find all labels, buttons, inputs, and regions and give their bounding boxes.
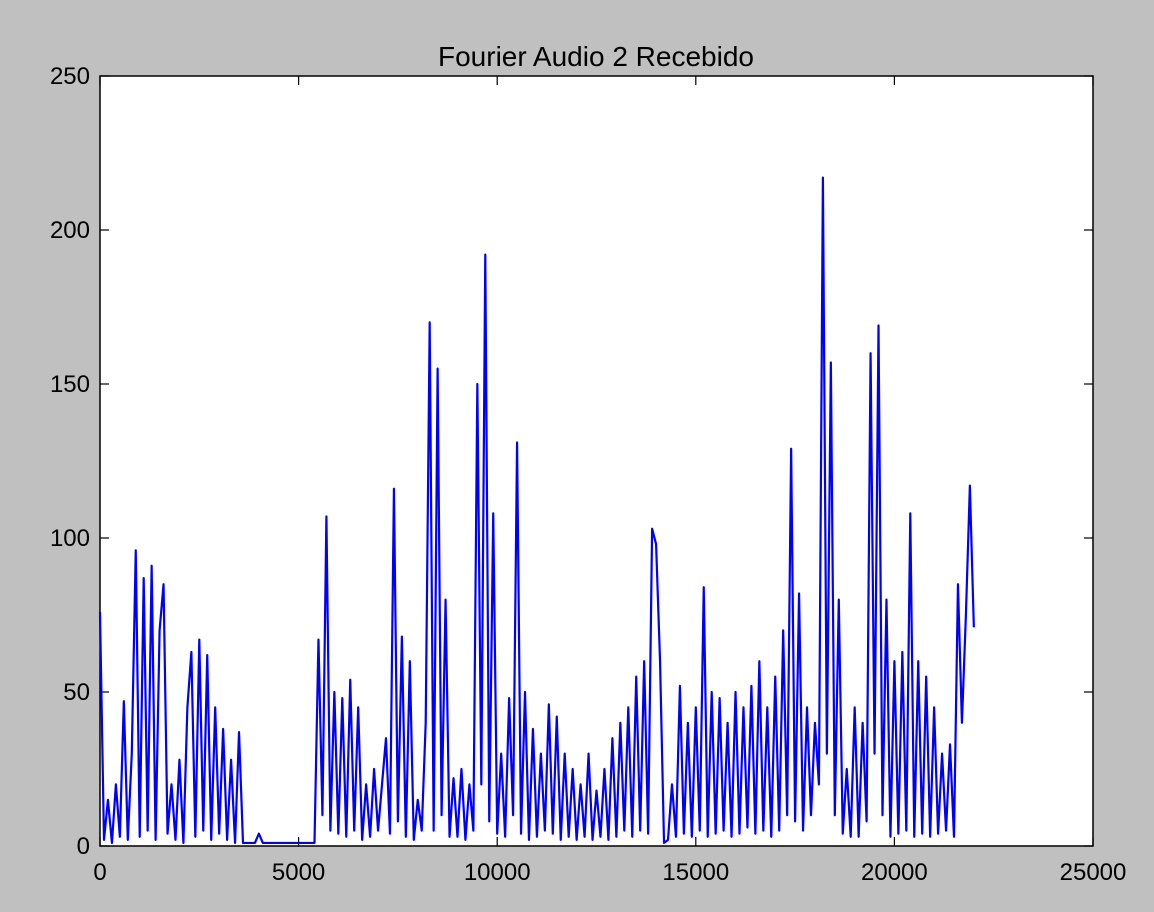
x-tick-label: 15000	[662, 859, 729, 886]
x-tick-label: 0	[93, 859, 106, 886]
line-series	[98, 176, 975, 845]
y-tick-label: 250	[50, 63, 90, 90]
y-tick-label: 200	[50, 217, 90, 244]
plot-area	[99, 75, 1094, 847]
x-tick-label: 10000	[464, 859, 531, 886]
y-tick-label: 100	[50, 525, 90, 552]
chart-title: Fourier Audio 2 Recebido	[438, 41, 754, 72]
y-tick-label: 150	[50, 371, 90, 398]
y-tick-label: 0	[77, 833, 90, 860]
x-tick-label: 25000	[1060, 859, 1127, 886]
y-tick-label: 50	[63, 679, 90, 706]
x-tick-label: 5000	[272, 859, 325, 886]
x-tick-label: 20000	[861, 859, 928, 886]
